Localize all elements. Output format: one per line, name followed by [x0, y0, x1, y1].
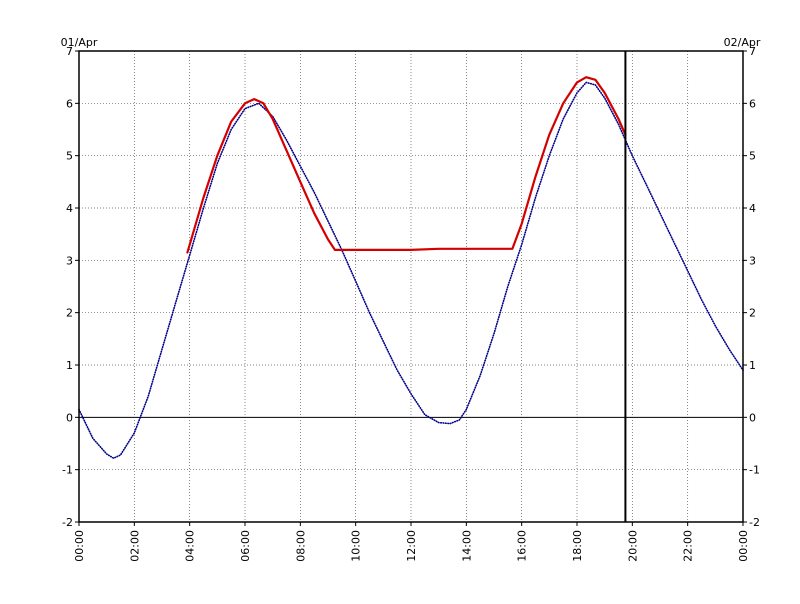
y-tick-label-right: 5 — [749, 150, 756, 163]
axes — [75, 50, 747, 526]
y-tick-label-left: 3 — [66, 254, 73, 267]
x-tick-label: 06:00 — [239, 530, 252, 562]
y-tick-label-left: 0 — [66, 411, 73, 424]
x-tick-label: 00:00 — [737, 530, 750, 562]
x-tick-label: 02:00 — [128, 530, 141, 562]
y-tick-label-left: -2 — [62, 516, 73, 529]
x-tick-label: 20:00 — [626, 530, 639, 562]
x-tick-label: 04:00 — [184, 530, 197, 562]
date-label-left: 01/Apr — [61, 36, 98, 49]
series-line-2 — [186, 76, 627, 254]
y-tick-label-right: -1 — [749, 464, 760, 477]
y-tick-label-right: 0 — [749, 411, 756, 424]
y-tick-label-left: 1 — [66, 359, 73, 372]
x-tick-label: 00:00 — [73, 530, 86, 562]
y-tick-label-left: 7 — [66, 45, 73, 58]
y-tick-label-right: 4 — [749, 202, 756, 215]
x-tick-label: 08:00 — [294, 530, 307, 562]
date-label-right: 02/Apr — [724, 36, 761, 49]
x-tick-label: 16:00 — [516, 530, 529, 562]
y-tick-label-left: 5 — [66, 150, 73, 163]
y-tick-label-right: 3 — [749, 254, 756, 267]
x-tick-label: 12:00 — [405, 530, 418, 562]
y-tick-label-left: -1 — [62, 464, 73, 477]
y-tick-label-right: 2 — [749, 307, 756, 320]
y-tick-label-left: 6 — [66, 97, 73, 110]
y-tick-label-left: 4 — [66, 202, 73, 215]
x-tick-label: 18:00 — [571, 530, 584, 562]
y-tick-label-left: 2 — [66, 307, 73, 320]
axis-labels: 01/Apr 02/Apr 7 76 65 54 43 32 21 10 0-1 -1-2 -200… — [61, 36, 761, 562]
grid — [79, 51, 743, 522]
x-tick-label: 14:00 — [460, 530, 473, 562]
y-tick-label-right: 7 — [749, 45, 756, 58]
y-tick-label-right: 1 — [749, 359, 756, 372]
plot-area — [79, 51, 743, 522]
y-tick-label-right: -2 — [749, 516, 760, 529]
y-tick-label-right: 6 — [749, 97, 756, 110]
x-tick-label: 22:00 — [682, 530, 695, 562]
x-tick-label: 10:00 — [350, 530, 363, 562]
